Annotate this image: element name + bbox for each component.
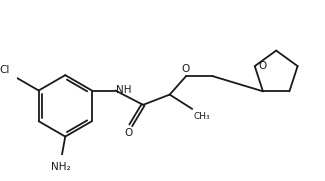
Text: NH₂: NH₂ [51,162,71,172]
Text: O: O [181,64,189,74]
Text: O: O [124,128,133,138]
Text: O: O [259,61,267,71]
Text: Cl: Cl [0,65,10,75]
Text: NH: NH [116,85,132,95]
Text: CH₃: CH₃ [193,112,210,121]
